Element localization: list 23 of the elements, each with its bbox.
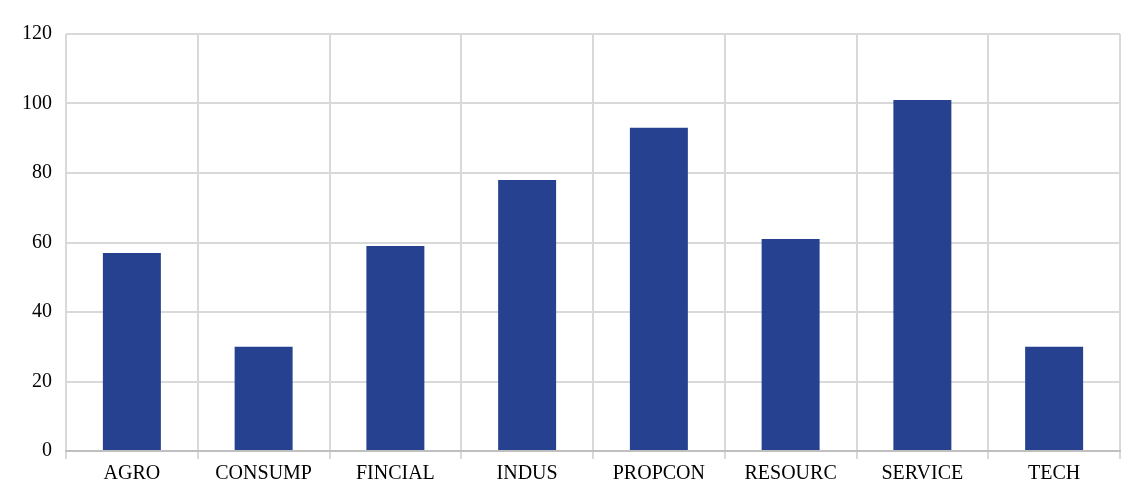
bar [1025, 346, 1084, 450]
bar [498, 179, 557, 450]
x-tick-label: INDUS [496, 461, 558, 484]
bar [629, 127, 688, 450]
x-tick-label: FINCIAL [355, 461, 435, 484]
x-tick-label: TECH [1028, 461, 1081, 484]
y-tick-label: 20 [32, 368, 52, 391]
y-tick-label: 40 [32, 299, 52, 322]
y-tick-label: 0 [42, 438, 52, 461]
y-tick-label: 120 [22, 21, 52, 44]
bar [366, 245, 425, 450]
x-tick-label: SERVICE [881, 461, 964, 484]
bar [102, 252, 161, 450]
bar [893, 100, 952, 450]
y-tick-label: 60 [32, 229, 52, 252]
y-tick-label: 100 [22, 90, 52, 113]
y-tick-label: 80 [32, 160, 52, 183]
x-tick-label: RESOURC [744, 461, 837, 484]
bar [761, 239, 820, 450]
x-tick-label: AGRO [103, 461, 161, 484]
x-tick-label: CONSUMP [215, 461, 312, 484]
bar [234, 346, 293, 450]
x-tick-label: PROPCON [612, 461, 706, 484]
